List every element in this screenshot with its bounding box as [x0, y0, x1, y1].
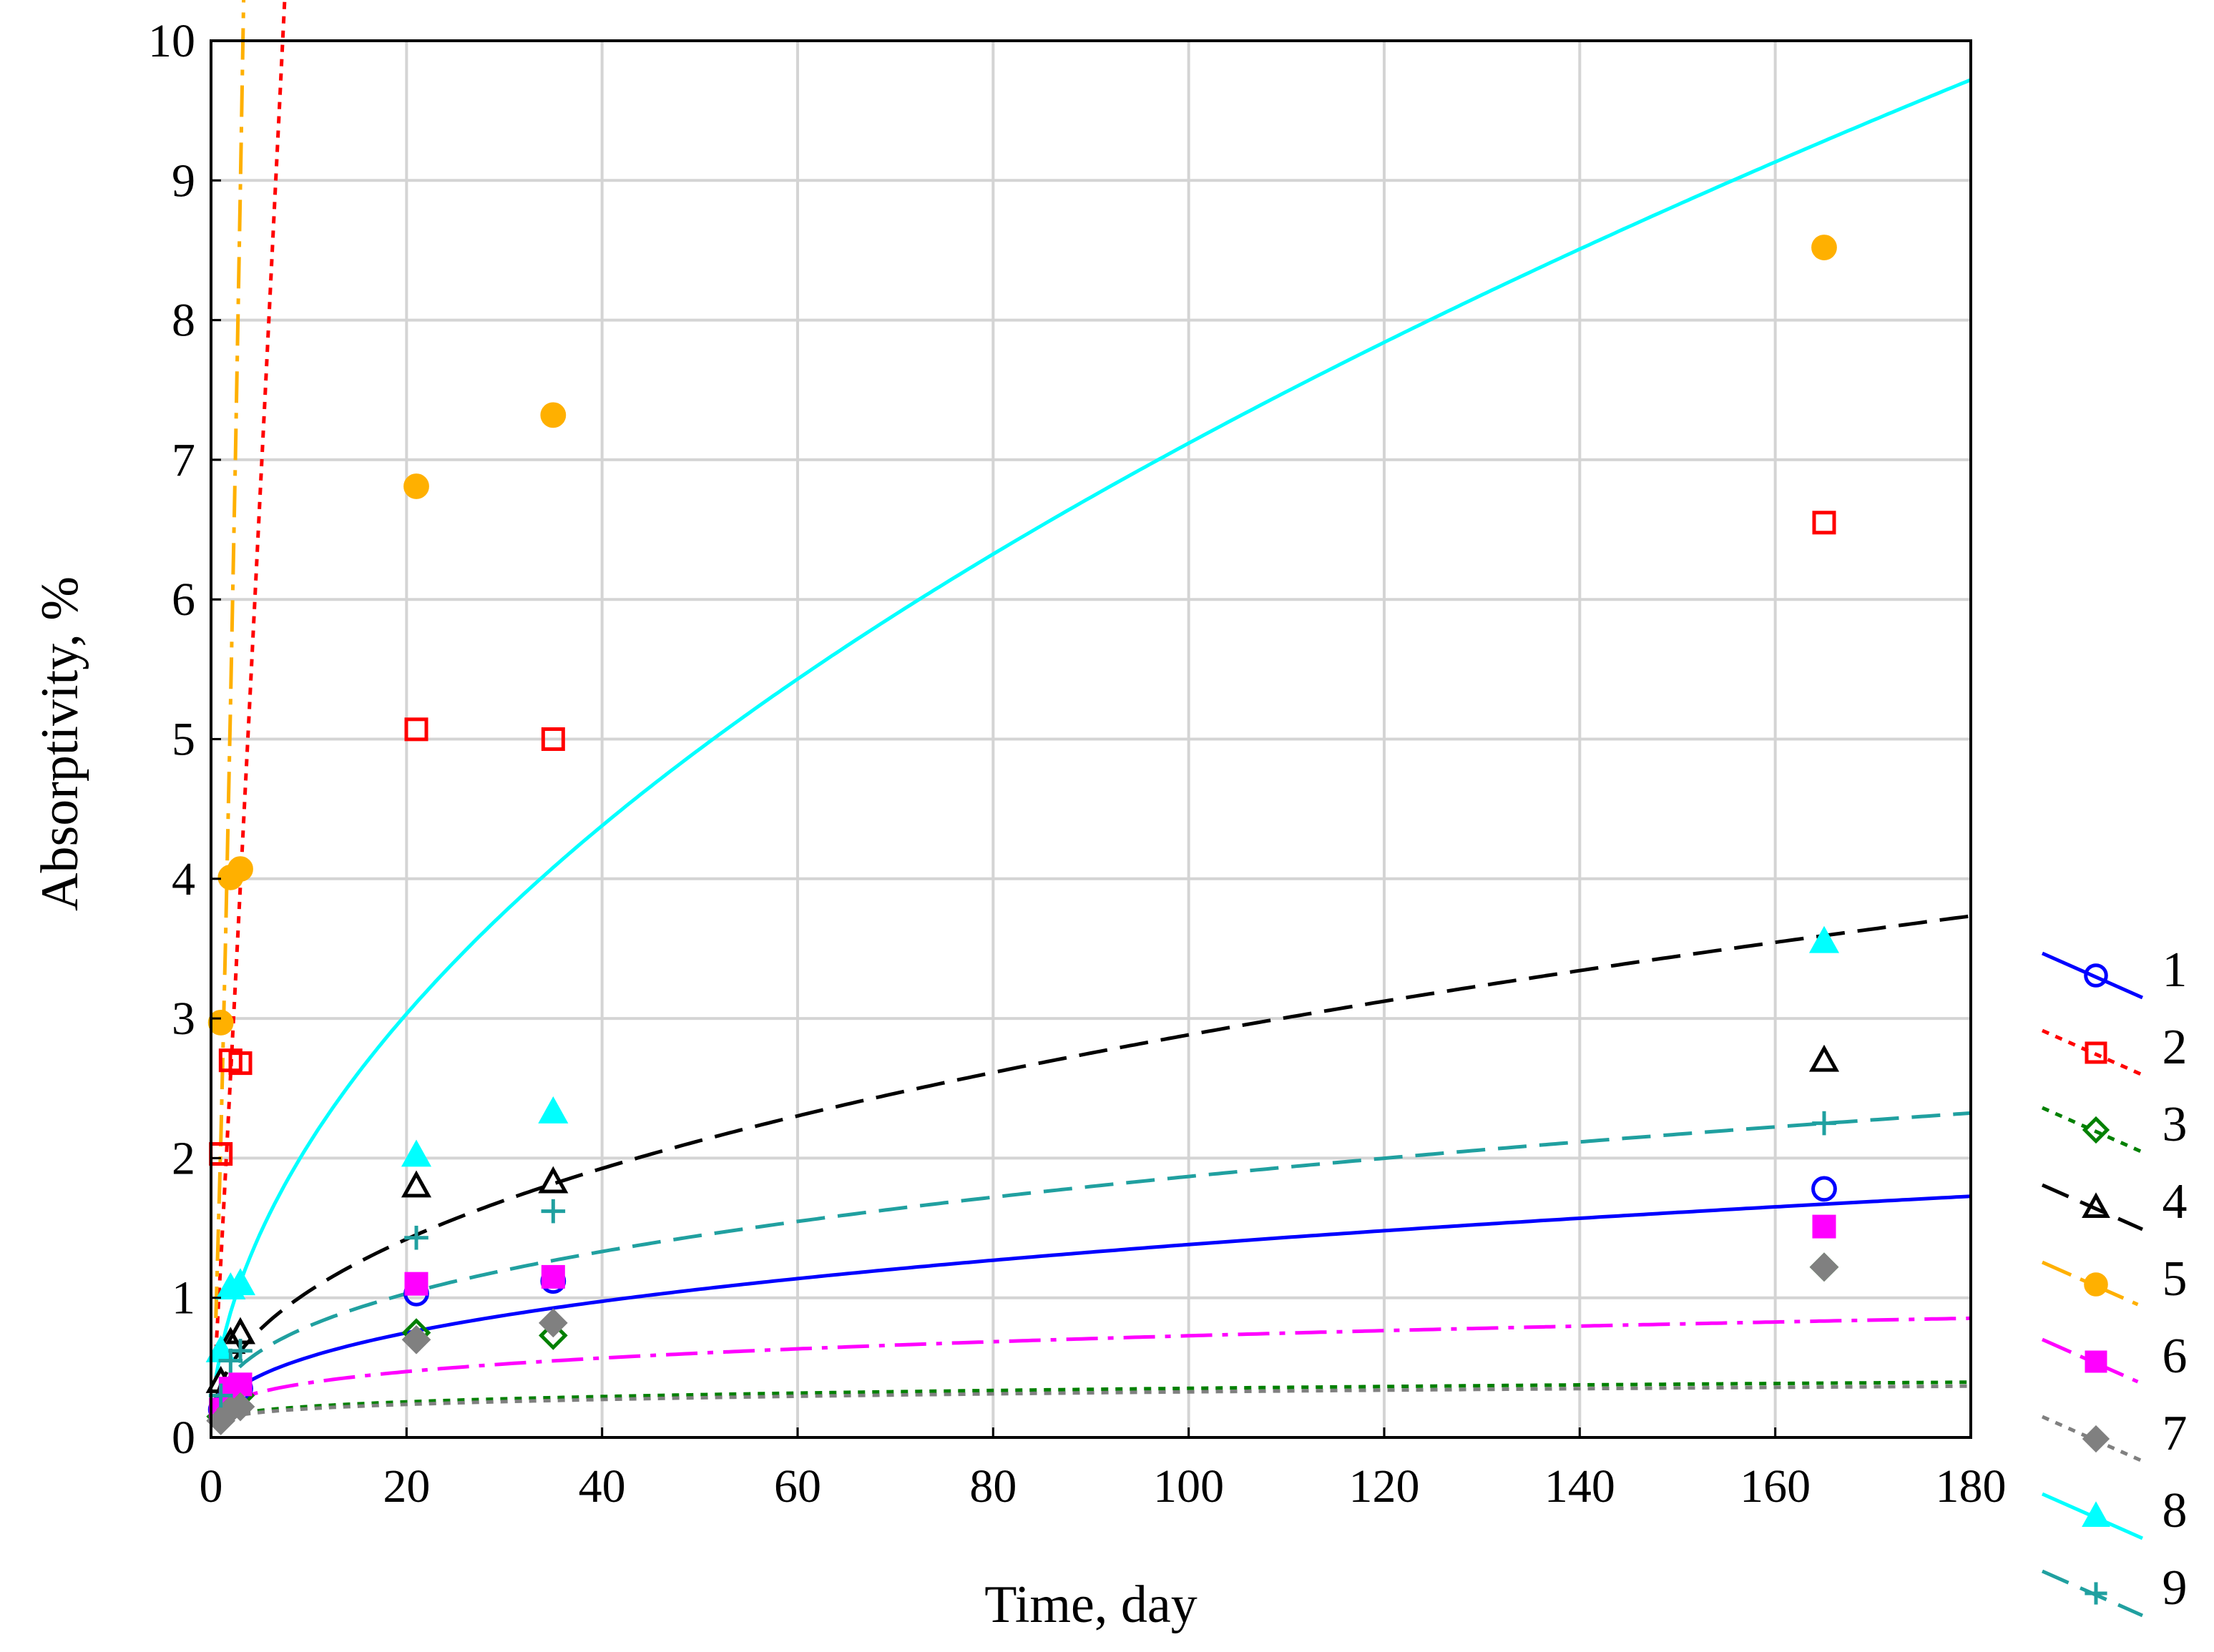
- legend-line-6: [2041, 1337, 2144, 1386]
- legend-label-2: 2: [2162, 1020, 2188, 1075]
- data-point-series-5: [403, 473, 429, 499]
- data-point-series-4: [538, 1166, 569, 1194]
- data-point-series-4: [401, 1170, 432, 1198]
- legend-label-1: 1: [2162, 943, 2188, 998]
- legend-line-5: [2041, 1260, 2144, 1309]
- y-tick-label: 7: [172, 434, 195, 486]
- data-point-series-6: [1812, 1214, 1836, 1239]
- y-tick-label: 5: [172, 714, 195, 766]
- legend-label-5: 5: [2162, 1252, 2188, 1307]
- data-point-series-7: [538, 1308, 568, 1338]
- axis-ticks: 0 20 40 60 80 100 120 140 160 180 0 1 2 3 4 5 6 7 8 9 10: [148, 15, 2007, 1513]
- legend-line-3: [2041, 1106, 2144, 1154]
- data-point-series-3: [538, 1321, 568, 1350]
- legend-marker-2: [2085, 1041, 2107, 1064]
- y-tick-label: 1: [172, 1272, 195, 1324]
- x-tick-label: 80: [969, 1460, 1017, 1513]
- y-axis-title: Absorptivity, %: [31, 576, 89, 911]
- data-point-series-7: [401, 1324, 431, 1354]
- y-tick-label: 3: [172, 993, 195, 1045]
- x-tick-label: 100: [1153, 1460, 1224, 1513]
- data-point-series-2: [228, 1051, 253, 1076]
- data-point-series-5: [227, 856, 253, 882]
- fit-curve-series-1: [214, 1194, 1971, 1413]
- legend-line-7: [2041, 1415, 2144, 1463]
- y-tick-label: 8: [172, 295, 195, 347]
- data-point-series-9: [1812, 1111, 1836, 1136]
- legend-label-4: 4: [2162, 1174, 2188, 1229]
- fit-curves: [214, 0, 1971, 1424]
- data-point-series-9: [228, 1339, 253, 1363]
- x-tick-label: 160: [1740, 1460, 1811, 1513]
- data-point-series-7: [1809, 1252, 1839, 1282]
- y-tick-label: 0: [172, 1412, 195, 1464]
- fit-curve-series-8: [214, 78, 1971, 1378]
- data-point-series-2: [541, 727, 565, 751]
- x-tick-label: 20: [383, 1460, 430, 1513]
- legend-marker-4: [2082, 1192, 2110, 1218]
- fit-curve-series-7: [215, 1384, 1971, 1424]
- y-tick-label: 6: [172, 574, 195, 626]
- data-point-series-8: [401, 1139, 432, 1167]
- data-point-series-7: [225, 1392, 255, 1422]
- legend-label-7: 7: [2162, 1406, 2188, 1461]
- legend-label-9: 9: [2162, 1560, 2188, 1616]
- legend-line-1: [2041, 951, 2144, 1000]
- legend-label-3: 3: [2162, 1097, 2188, 1152]
- y-tick-label: 4: [172, 853, 195, 905]
- data-point-series-9: [208, 1383, 233, 1408]
- fit-curve-series-9: [214, 1111, 1971, 1402]
- grid-lines: [211, 41, 1971, 1437]
- data-point-series-1: [1811, 1176, 1837, 1202]
- legend-marker-7: [2082, 1425, 2110, 1453]
- fit-curve-series-6: [215, 1316, 1971, 1415]
- data-point-series-8: [225, 1268, 256, 1296]
- y-tick-label: 9: [172, 154, 195, 207]
- legend-label-8: 8: [2162, 1483, 2188, 1538]
- data-point-series-8: [1808, 925, 1840, 953]
- x-tick-label: 180: [1936, 1460, 2007, 1513]
- data-point-series-2: [404, 717, 428, 742]
- data-point-series-5: [540, 402, 567, 428]
- data-point-series-2: [1812, 511, 1836, 535]
- legend-label-6: 6: [2162, 1329, 2188, 1384]
- data-point-series-9: [404, 1225, 428, 1250]
- data-point-series-6: [404, 1272, 428, 1296]
- data-point-series-5: [207, 1010, 234, 1036]
- x-tick-label: 60: [774, 1460, 821, 1513]
- y-tick-label: 2: [172, 1132, 195, 1184]
- legend-marker-1: [2084, 963, 2108, 988]
- legend-line-2: [2041, 1028, 2144, 1077]
- legend-marker-8: [2082, 1501, 2110, 1527]
- x-tick-label: 0: [200, 1460, 223, 1513]
- x-axis-title: Time, day: [984, 1575, 1197, 1634]
- legend-marker-6: [2085, 1350, 2107, 1373]
- fit-curve-series-3: [215, 1380, 1971, 1422]
- data-point-series-4: [1808, 1044, 1840, 1072]
- y-tick-label: 10: [148, 15, 195, 67]
- x-tick-label: 120: [1349, 1460, 1420, 1513]
- data-point-series-6: [228, 1372, 253, 1397]
- legend-marker-3: [2082, 1116, 2110, 1144]
- data-point-series-8: [538, 1096, 569, 1124]
- data-point-series-9: [541, 1199, 566, 1224]
- x-tick-label: 140: [1544, 1460, 1615, 1513]
- legend-line-4: [2041, 1183, 2144, 1231]
- legend-marker-9: [2085, 1582, 2107, 1605]
- legend: 1 2 3 4 5 6 7 8 9: [2041, 943, 2188, 1618]
- data-point-series-6: [541, 1264, 565, 1289]
- legend-marker-5: [2084, 1272, 2108, 1297]
- x-tick-label: 40: [579, 1460, 626, 1513]
- fit-curve-series-4: [214, 914, 1971, 1400]
- data-point-series-5: [1811, 235, 1837, 260]
